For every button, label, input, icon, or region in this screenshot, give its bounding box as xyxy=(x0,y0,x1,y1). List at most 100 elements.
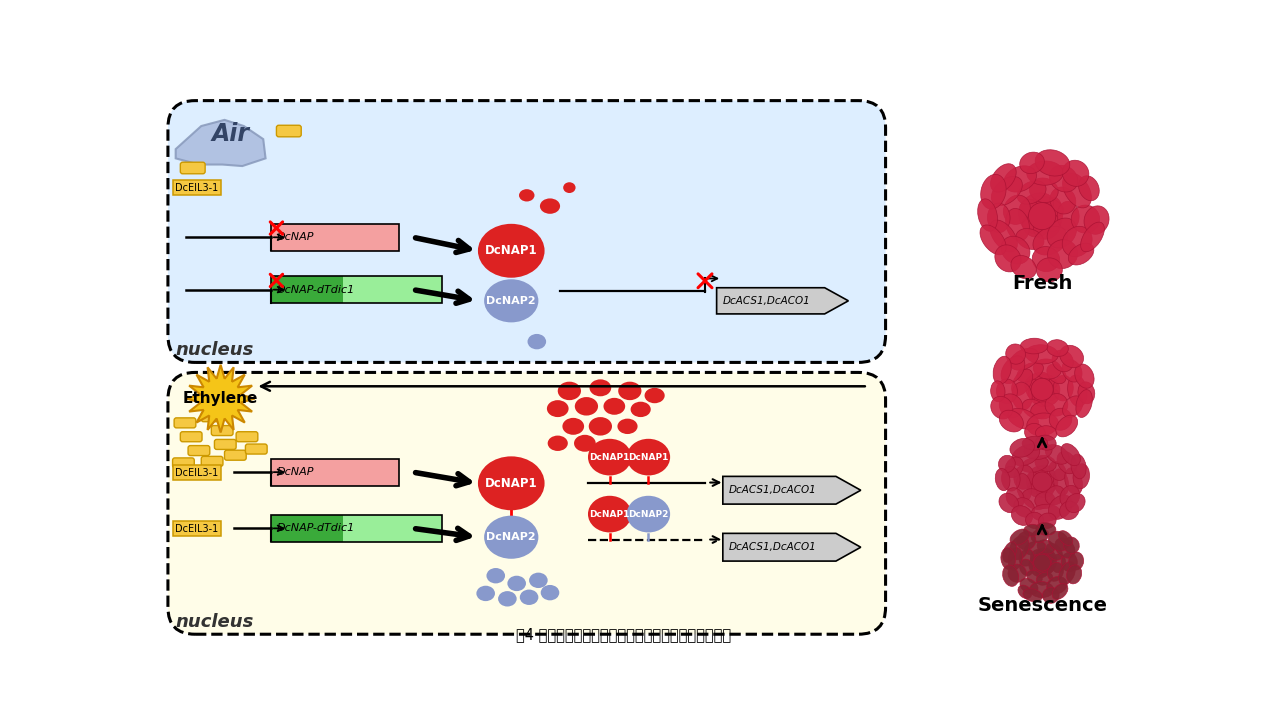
Ellipse shape xyxy=(1032,529,1049,543)
Ellipse shape xyxy=(1049,166,1077,192)
Ellipse shape xyxy=(1065,468,1082,495)
Ellipse shape xyxy=(1036,150,1070,176)
Ellipse shape xyxy=(1010,536,1029,560)
Ellipse shape xyxy=(1011,445,1039,466)
Ellipse shape xyxy=(1029,466,1048,484)
Ellipse shape xyxy=(604,398,626,415)
Ellipse shape xyxy=(1062,396,1082,418)
Ellipse shape xyxy=(1018,585,1032,599)
Text: DcNAP2: DcNAP2 xyxy=(628,510,669,518)
Ellipse shape xyxy=(999,455,1015,473)
Text: DcNAP1: DcNAP1 xyxy=(485,244,538,257)
Ellipse shape xyxy=(497,591,516,607)
Ellipse shape xyxy=(1032,504,1061,521)
Ellipse shape xyxy=(1049,461,1066,481)
Ellipse shape xyxy=(528,334,546,349)
FancyBboxPatch shape xyxy=(174,418,195,428)
Ellipse shape xyxy=(977,199,997,231)
Ellipse shape xyxy=(485,279,538,322)
Ellipse shape xyxy=(1019,200,1043,234)
Polygon shape xyxy=(723,476,860,504)
FancyBboxPatch shape xyxy=(168,100,886,362)
Ellipse shape xyxy=(1032,247,1060,272)
Ellipse shape xyxy=(1032,196,1063,217)
Ellipse shape xyxy=(1053,469,1068,495)
Ellipse shape xyxy=(1036,548,1055,565)
Ellipse shape xyxy=(478,456,544,510)
Ellipse shape xyxy=(1036,455,1056,471)
Ellipse shape xyxy=(520,589,538,605)
FancyBboxPatch shape xyxy=(173,458,194,468)
Ellipse shape xyxy=(1074,463,1090,489)
Ellipse shape xyxy=(1024,541,1046,555)
Ellipse shape xyxy=(1033,213,1061,239)
Ellipse shape xyxy=(990,220,1018,252)
FancyBboxPatch shape xyxy=(225,450,246,461)
Ellipse shape xyxy=(981,174,1006,209)
Ellipse shape xyxy=(547,400,569,417)
Ellipse shape xyxy=(1071,205,1100,233)
Ellipse shape xyxy=(1001,236,1030,264)
Ellipse shape xyxy=(1056,415,1077,437)
Bar xyxy=(272,458,398,486)
Ellipse shape xyxy=(1067,375,1088,407)
Ellipse shape xyxy=(1061,552,1077,572)
FancyBboxPatch shape xyxy=(202,456,223,466)
Text: DcACS1,DcACO1: DcACS1,DcACO1 xyxy=(723,296,811,306)
Ellipse shape xyxy=(1027,161,1063,185)
Ellipse shape xyxy=(575,397,598,416)
Ellipse shape xyxy=(1008,408,1038,429)
FancyBboxPatch shape xyxy=(180,432,202,442)
Ellipse shape xyxy=(991,381,1005,402)
Ellipse shape xyxy=(1024,442,1052,459)
Ellipse shape xyxy=(1019,549,1034,566)
Ellipse shape xyxy=(1060,346,1084,368)
Ellipse shape xyxy=(1029,555,1041,570)
Ellipse shape xyxy=(1066,565,1081,584)
Ellipse shape xyxy=(1020,193,1053,220)
Ellipse shape xyxy=(1027,413,1058,436)
Ellipse shape xyxy=(1063,537,1080,554)
Circle shape xyxy=(1032,472,1052,492)
FancyBboxPatch shape xyxy=(188,445,209,455)
Ellipse shape xyxy=(1028,388,1048,406)
Bar xyxy=(272,276,343,303)
Ellipse shape xyxy=(618,419,637,434)
Ellipse shape xyxy=(991,163,1016,192)
Ellipse shape xyxy=(1049,408,1072,430)
Ellipse shape xyxy=(1005,208,1029,241)
Ellipse shape xyxy=(1060,501,1079,520)
Ellipse shape xyxy=(999,394,1023,418)
Ellipse shape xyxy=(1001,466,1020,491)
Ellipse shape xyxy=(1037,481,1055,497)
Ellipse shape xyxy=(1079,176,1099,201)
FancyBboxPatch shape xyxy=(202,411,223,422)
Ellipse shape xyxy=(1022,436,1048,450)
Ellipse shape xyxy=(987,203,1010,233)
Text: DcNAP2: DcNAP2 xyxy=(486,296,536,306)
Ellipse shape xyxy=(563,182,576,193)
Ellipse shape xyxy=(1055,538,1075,558)
Ellipse shape xyxy=(1004,166,1037,192)
Ellipse shape xyxy=(1071,454,1086,479)
Bar xyxy=(343,515,442,542)
Ellipse shape xyxy=(548,435,567,451)
Ellipse shape xyxy=(1058,531,1072,545)
Circle shape xyxy=(1033,554,1051,571)
Ellipse shape xyxy=(631,402,651,417)
Ellipse shape xyxy=(1049,187,1076,214)
Ellipse shape xyxy=(1046,486,1065,505)
Ellipse shape xyxy=(1020,338,1048,354)
Ellipse shape xyxy=(1033,226,1067,255)
Ellipse shape xyxy=(1066,493,1085,513)
Ellipse shape xyxy=(485,515,538,559)
Ellipse shape xyxy=(1010,529,1029,545)
Ellipse shape xyxy=(1042,588,1060,603)
FancyBboxPatch shape xyxy=(236,432,258,442)
Ellipse shape xyxy=(1047,364,1066,384)
Text: nucleus: nucleus xyxy=(175,612,254,630)
Ellipse shape xyxy=(1025,345,1058,364)
Ellipse shape xyxy=(996,379,1018,403)
Ellipse shape xyxy=(1046,445,1070,464)
Ellipse shape xyxy=(1018,181,1046,204)
